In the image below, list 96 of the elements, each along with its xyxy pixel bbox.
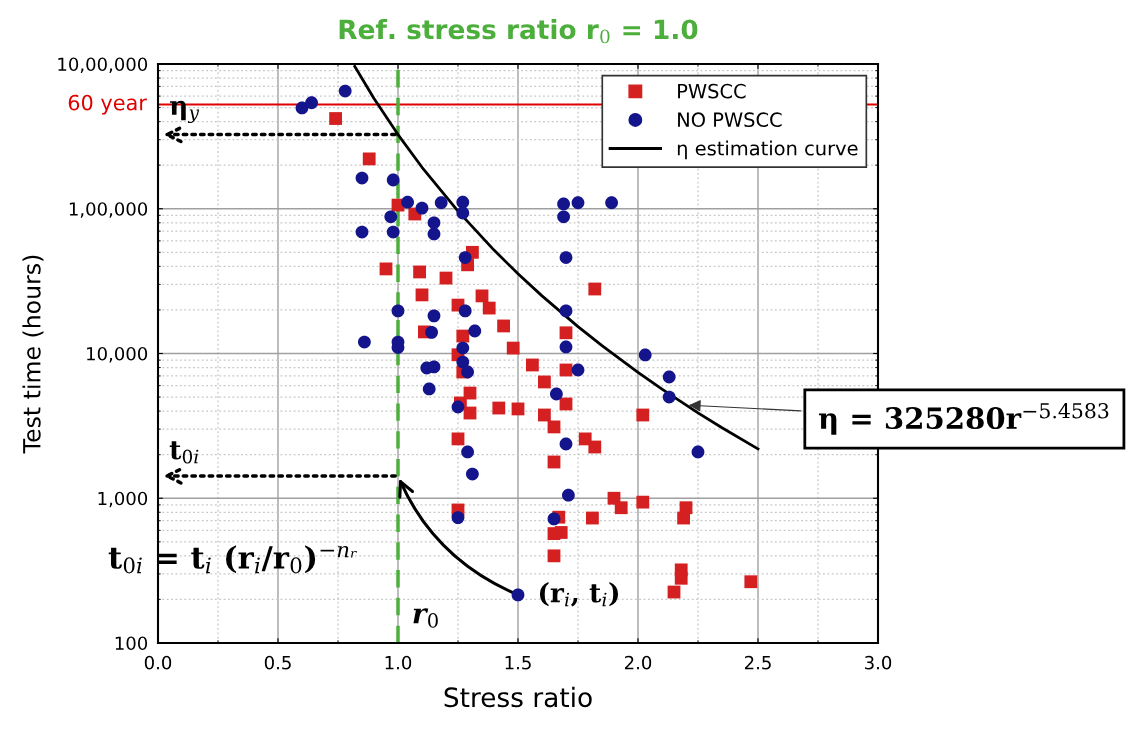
point	[559, 437, 573, 451]
point	[386, 173, 400, 187]
point	[461, 445, 474, 459]
x-tick-label: 0.0	[144, 655, 172, 670]
point	[422, 382, 436, 396]
point	[456, 195, 470, 209]
point	[557, 197, 570, 211]
point	[506, 341, 520, 355]
legend-label: η estimation curve	[677, 140, 858, 160]
point	[559, 304, 573, 318]
point	[662, 370, 676, 384]
point	[329, 112, 342, 125]
point	[562, 488, 575, 502]
point	[415, 201, 429, 215]
legend-label: NO PWSCC	[678, 112, 782, 128]
point	[434, 196, 448, 210]
point	[461, 365, 474, 379]
point	[338, 84, 352, 98]
point	[427, 227, 441, 241]
point	[559, 251, 573, 264]
point	[451, 400, 465, 414]
point	[355, 225, 369, 239]
point	[547, 549, 561, 563]
x-tick-label: 1.5	[505, 656, 531, 670]
point	[475, 289, 489, 303]
y-tick-label: 1,00,000	[69, 202, 148, 218]
x-tick-label: 3.0	[865, 655, 892, 670]
point	[355, 171, 369, 185]
point	[538, 375, 551, 389]
point	[547, 512, 561, 526]
point	[554, 526, 568, 539]
point	[492, 401, 506, 415]
point	[557, 210, 570, 224]
point	[482, 301, 496, 315]
point	[458, 251, 472, 264]
point	[427, 309, 441, 323]
point	[744, 575, 758, 589]
point	[427, 216, 441, 230]
point	[638, 348, 652, 362]
point	[586, 511, 599, 525]
point	[511, 588, 525, 602]
point	[662, 390, 676, 404]
legend-label: PWSCC	[678, 83, 746, 99]
point	[466, 467, 479, 481]
point	[386, 225, 400, 239]
y-tick-label: 100	[115, 636, 148, 651]
point	[456, 206, 470, 220]
annotation: η = 325280r$^{−5.4583}$	[818, 402, 1109, 435]
point	[677, 511, 690, 525]
point	[538, 408, 551, 422]
chart-title: Ref. stress ratio r$_{0}$ = 1.0	[339, 18, 698, 44]
x-tick-label: 2.5	[744, 655, 771, 670]
point	[614, 501, 628, 515]
point	[401, 195, 414, 209]
y-tick-label: 10,000	[87, 346, 148, 363]
point	[391, 304, 405, 318]
x-axis-title: Stress ratio	[444, 686, 592, 708]
point	[468, 324, 482, 338]
point	[456, 355, 470, 369]
point	[571, 363, 585, 377]
point	[384, 210, 398, 224]
ref-line-label: r$_{0}$	[413, 608, 438, 628]
annotation: η$_{y}$	[170, 100, 200, 124]
point	[305, 96, 318, 110]
annotation: (r$_{i}$, t$_{i}$)	[539, 582, 619, 607]
point	[497, 319, 510, 333]
point	[526, 358, 539, 372]
point	[456, 341, 470, 355]
point	[636, 408, 650, 422]
point	[451, 511, 465, 525]
y-tick-label: 1,000	[98, 491, 148, 508]
y-tick-label: 10,00,000	[58, 57, 148, 73]
point	[425, 325, 438, 339]
point	[636, 495, 650, 509]
point	[550, 387, 563, 401]
point	[456, 329, 470, 343]
y-axis-title: Test time (hours)	[22, 255, 44, 454]
point	[413, 265, 426, 279]
point	[605, 196, 618, 210]
point	[358, 335, 371, 349]
x-tick-label: 2.0	[624, 655, 652, 670]
annotation: t$_{0i}$	[169, 441, 199, 464]
point	[559, 340, 573, 354]
point	[691, 445, 705, 459]
point	[559, 326, 573, 340]
point	[427, 360, 441, 374]
point	[571, 196, 585, 210]
point	[458, 304, 472, 318]
point	[362, 152, 376, 166]
point	[588, 440, 602, 454]
point	[588, 282, 602, 296]
ref-line-label: 60 year	[68, 94, 147, 115]
x-tick-label: 0.5	[264, 655, 291, 670]
point	[415, 288, 429, 302]
x-tick-label: 1.0	[385, 655, 412, 670]
point	[674, 571, 688, 585]
